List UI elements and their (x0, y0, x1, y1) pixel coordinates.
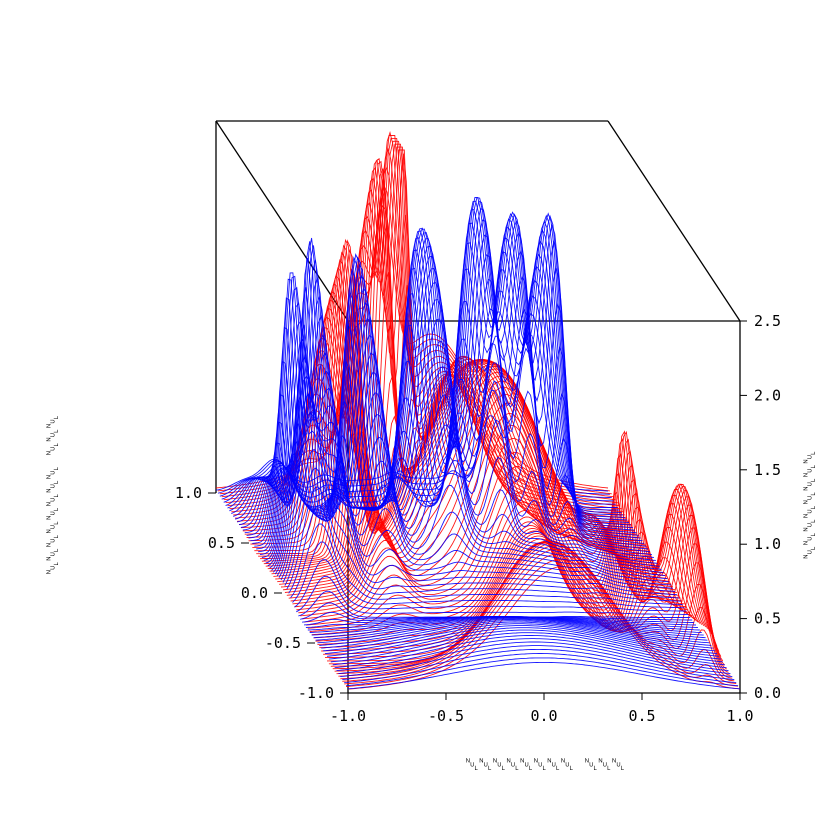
surface-line (347, 661, 741, 690)
surface-line (296, 424, 689, 611)
surface-line (344, 653, 737, 684)
box-edge-top-right (607, 120, 741, 322)
surface-line (313, 616, 706, 639)
surface-line (296, 575, 689, 615)
surface-line (274, 375, 668, 580)
surface-line (305, 450, 699, 626)
surface-line (238, 200, 632, 526)
x-tick-label: 1.0 (726, 707, 753, 725)
y-tick-label: 1.0 (175, 484, 202, 502)
axis-ticks: -1.0 -0.5 0.0 0.5 1.0-1.0-0.50.00.51.00.00.5… (175, 312, 781, 725)
surface-line (284, 467, 677, 596)
surface-series-2 (215, 197, 741, 690)
surface-line (336, 638, 729, 672)
surface-line (327, 504, 720, 662)
z-tick-label: 0.5 (754, 610, 781, 628)
surface-line (321, 620, 714, 649)
surface-line (248, 219, 641, 539)
y-tick-label: -0.5 (265, 634, 301, 652)
surface-line (317, 618, 710, 644)
z-tick-label: 2.5 (754, 312, 781, 330)
surface-line (271, 338, 664, 573)
surface-line (233, 214, 626, 518)
surface-line (280, 430, 674, 589)
box-edge-top-left (215, 120, 349, 322)
surface-line (292, 402, 685, 605)
surface-line (346, 657, 739, 687)
surface-line (319, 619, 712, 646)
z-axis-title: ␀␀␀␀␀␀␀␀ (800, 451, 820, 560)
surface-line (340, 645, 733, 678)
surface-line (326, 625, 720, 657)
surface-line (311, 492, 705, 636)
surface-line (315, 617, 708, 641)
surface-line (273, 356, 666, 577)
surface-line (290, 523, 683, 605)
surface-line (323, 490, 716, 655)
x-tick-label: -1.0 (330, 707, 366, 725)
y-tick-label: -1.0 (298, 684, 334, 702)
surface-line (286, 486, 679, 599)
surface-line (246, 208, 639, 536)
surface-line (269, 319, 662, 570)
surface-line (324, 623, 718, 655)
surface-line (300, 430, 693, 617)
surface-line (332, 632, 725, 666)
surface-line (317, 483, 710, 645)
surface-line (338, 641, 731, 675)
surface-series-1 (215, 130, 741, 690)
surface-line (332, 540, 726, 670)
surface-line (282, 448, 676, 592)
x-tick-label: 0.0 (530, 707, 557, 725)
surface-line (338, 542, 731, 677)
surface-line (288, 505, 681, 602)
surface-line (294, 559, 687, 612)
surface-line (323, 621, 716, 652)
surface-line (267, 302, 660, 567)
y-axis-title: ␀␀␀␀␀␀␀␀ ␀␀␀ (43, 415, 63, 575)
surface-line (263, 268, 656, 565)
surface-line (276, 393, 670, 583)
z-tick-label: 1.0 (754, 535, 781, 553)
z-tick-label: 1.5 (754, 461, 781, 479)
surface-line (250, 267, 643, 545)
surface-line (302, 430, 695, 620)
surface-line (342, 648, 735, 681)
surface-line (278, 411, 672, 586)
surface-line (334, 635, 727, 669)
surface-line (330, 629, 723, 663)
y-tick-label: 0.0 (241, 584, 268, 602)
x-tick-label: 0.5 (628, 707, 655, 725)
z-tick-label: 0.0 (754, 684, 781, 702)
surface-line (269, 359, 662, 572)
x-axis-title: ␀␀␀␀␀␀␀␀ ␀␀␀ (465, 755, 625, 775)
surface-line (344, 553, 737, 685)
surface-line (315, 485, 708, 642)
surface-curves (215, 130, 741, 690)
surface-line (328, 627, 721, 660)
surface-line (292, 541, 685, 609)
y-tick-label: 0.5 (208, 534, 235, 552)
x-tick-label: -0.5 (428, 707, 464, 725)
z-tick-label: 2.0 (754, 386, 781, 404)
surface-line (234, 212, 628, 521)
